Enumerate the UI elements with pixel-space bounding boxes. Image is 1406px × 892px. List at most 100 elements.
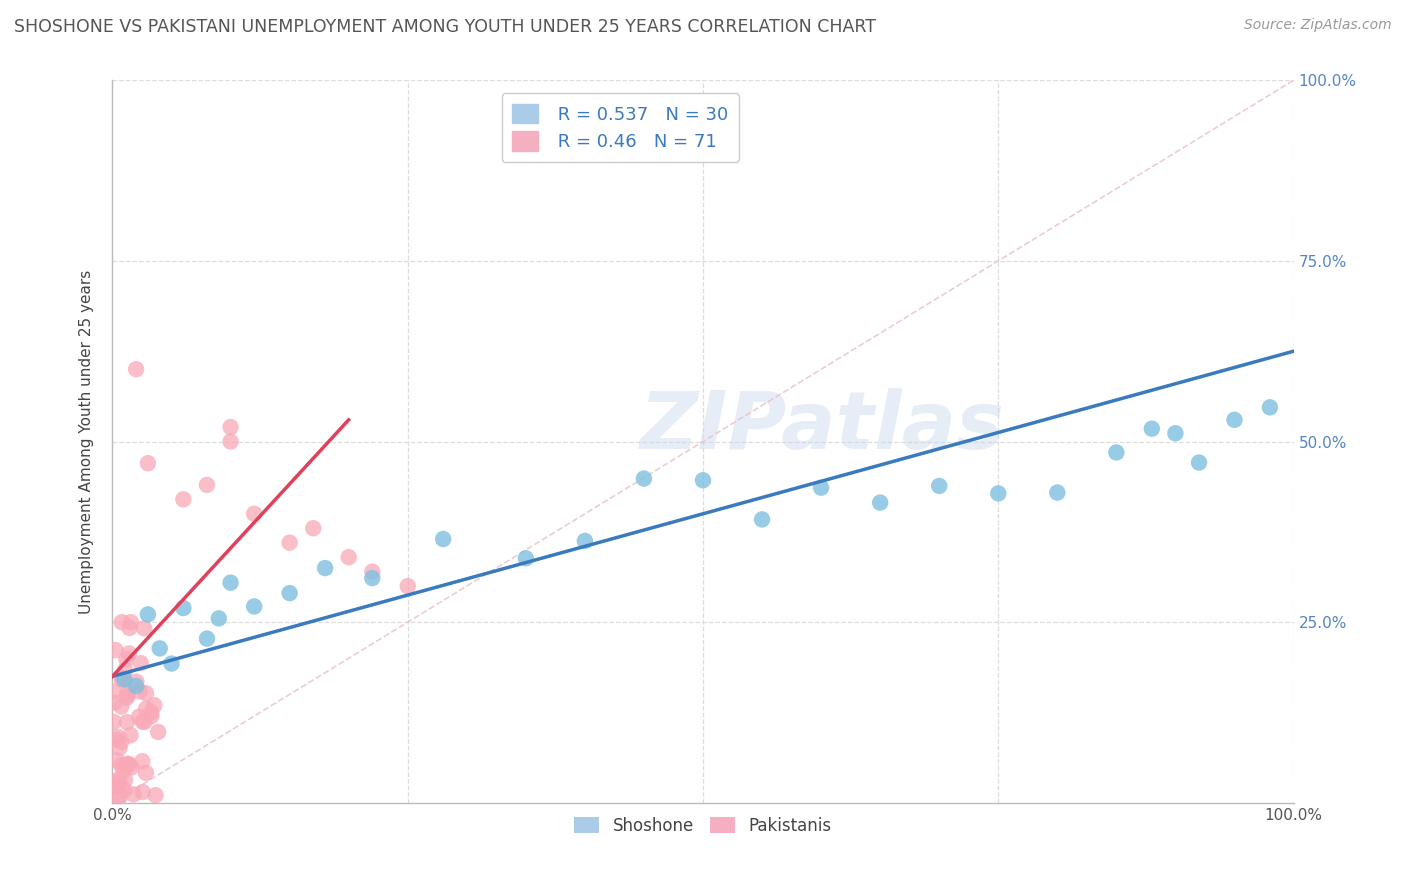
Point (987, 486, 1010, 500)
Point (107, 780, 129, 794)
Point (112, 672, 135, 686)
Y-axis label: Unemployment Among Youth under 25 years: Unemployment Among Youth under 25 years (79, 269, 94, 614)
Point (515, 551, 537, 566)
Point (172, 601, 194, 615)
Point (219, 575, 242, 590)
Point (104, 696, 127, 710)
Point (361, 571, 384, 585)
Point (103, 775, 125, 789)
Point (134, 621, 156, 635)
Point (131, 754, 153, 768)
Point (195, 632, 218, 646)
Point (103, 684, 125, 698)
Point (107, 793, 129, 807)
Point (132, 714, 155, 729)
Point (128, 710, 150, 724)
Point (118, 757, 141, 772)
Point (148, 725, 170, 739)
Point (125, 674, 148, 689)
Point (117, 686, 139, 700)
Legend: Shoshone, Pakistanis: Shoshone, Pakistanis (568, 810, 838, 841)
Point (141, 709, 163, 723)
Point (692, 473, 714, 487)
Point (115, 715, 138, 730)
Point (396, 579, 419, 593)
Point (115, 757, 138, 772)
Point (172, 492, 194, 507)
Point (243, 599, 266, 614)
Point (114, 663, 136, 677)
Point (145, 788, 167, 802)
Point (432, 532, 454, 546)
Point (131, 785, 153, 799)
Point (105, 753, 128, 767)
Point (111, 615, 134, 630)
Point (121, 760, 143, 774)
Point (278, 586, 301, 600)
Point (120, 728, 142, 742)
Point (129, 656, 152, 670)
Point (141, 706, 163, 720)
Point (135, 686, 157, 700)
Point (125, 679, 148, 693)
Point (302, 521, 325, 535)
Point (1164, 426, 1187, 441)
Point (195, 478, 218, 492)
Point (1258, 401, 1281, 415)
Point (134, 714, 156, 729)
Point (751, 512, 773, 526)
Point (128, 684, 150, 698)
Point (314, 561, 336, 575)
Text: SHOSHONE VS PAKISTANI UNEMPLOYMENT AMONG YOUTH UNDER 25 YEARS CORRELATION CHART: SHOSHONE VS PAKISTANI UNEMPLOYMENT AMONG… (14, 18, 876, 36)
Point (1046, 485, 1069, 500)
Point (122, 788, 145, 802)
Point (117, 756, 139, 771)
Point (135, 765, 157, 780)
Point (118, 647, 141, 661)
Point (110, 735, 132, 749)
Point (361, 565, 384, 579)
Point (105, 732, 128, 747)
Point (149, 641, 172, 656)
Point (337, 550, 360, 565)
Point (135, 702, 157, 716)
Point (1188, 456, 1211, 470)
Point (117, 688, 139, 702)
Point (810, 481, 832, 495)
Point (1140, 422, 1163, 436)
Point (103, 714, 125, 729)
Point (928, 479, 950, 493)
Point (143, 698, 166, 713)
Point (219, 434, 242, 449)
Point (278, 535, 301, 549)
Point (111, 672, 134, 686)
Point (120, 615, 142, 630)
Text: Source: ZipAtlas.com: Source: ZipAtlas.com (1244, 18, 1392, 32)
Point (1105, 445, 1128, 459)
Point (104, 643, 127, 657)
Point (111, 673, 134, 687)
Point (115, 652, 138, 666)
Point (633, 471, 655, 485)
Point (110, 699, 132, 714)
Point (136, 607, 159, 622)
Point (114, 782, 136, 797)
Point (869, 495, 891, 509)
Text: ZIPatlas: ZIPatlas (638, 388, 1004, 467)
Point (107, 730, 129, 744)
Point (219, 420, 242, 434)
Point (208, 611, 231, 625)
Point (1223, 413, 1246, 427)
Point (243, 507, 266, 521)
Point (114, 772, 136, 787)
Point (108, 772, 131, 786)
Point (104, 779, 127, 793)
Point (136, 456, 159, 470)
Point (160, 657, 183, 671)
Point (112, 763, 135, 777)
Point (118, 621, 141, 635)
Point (574, 533, 596, 548)
Point (108, 789, 131, 803)
Point (110, 758, 132, 772)
Point (115, 690, 138, 705)
